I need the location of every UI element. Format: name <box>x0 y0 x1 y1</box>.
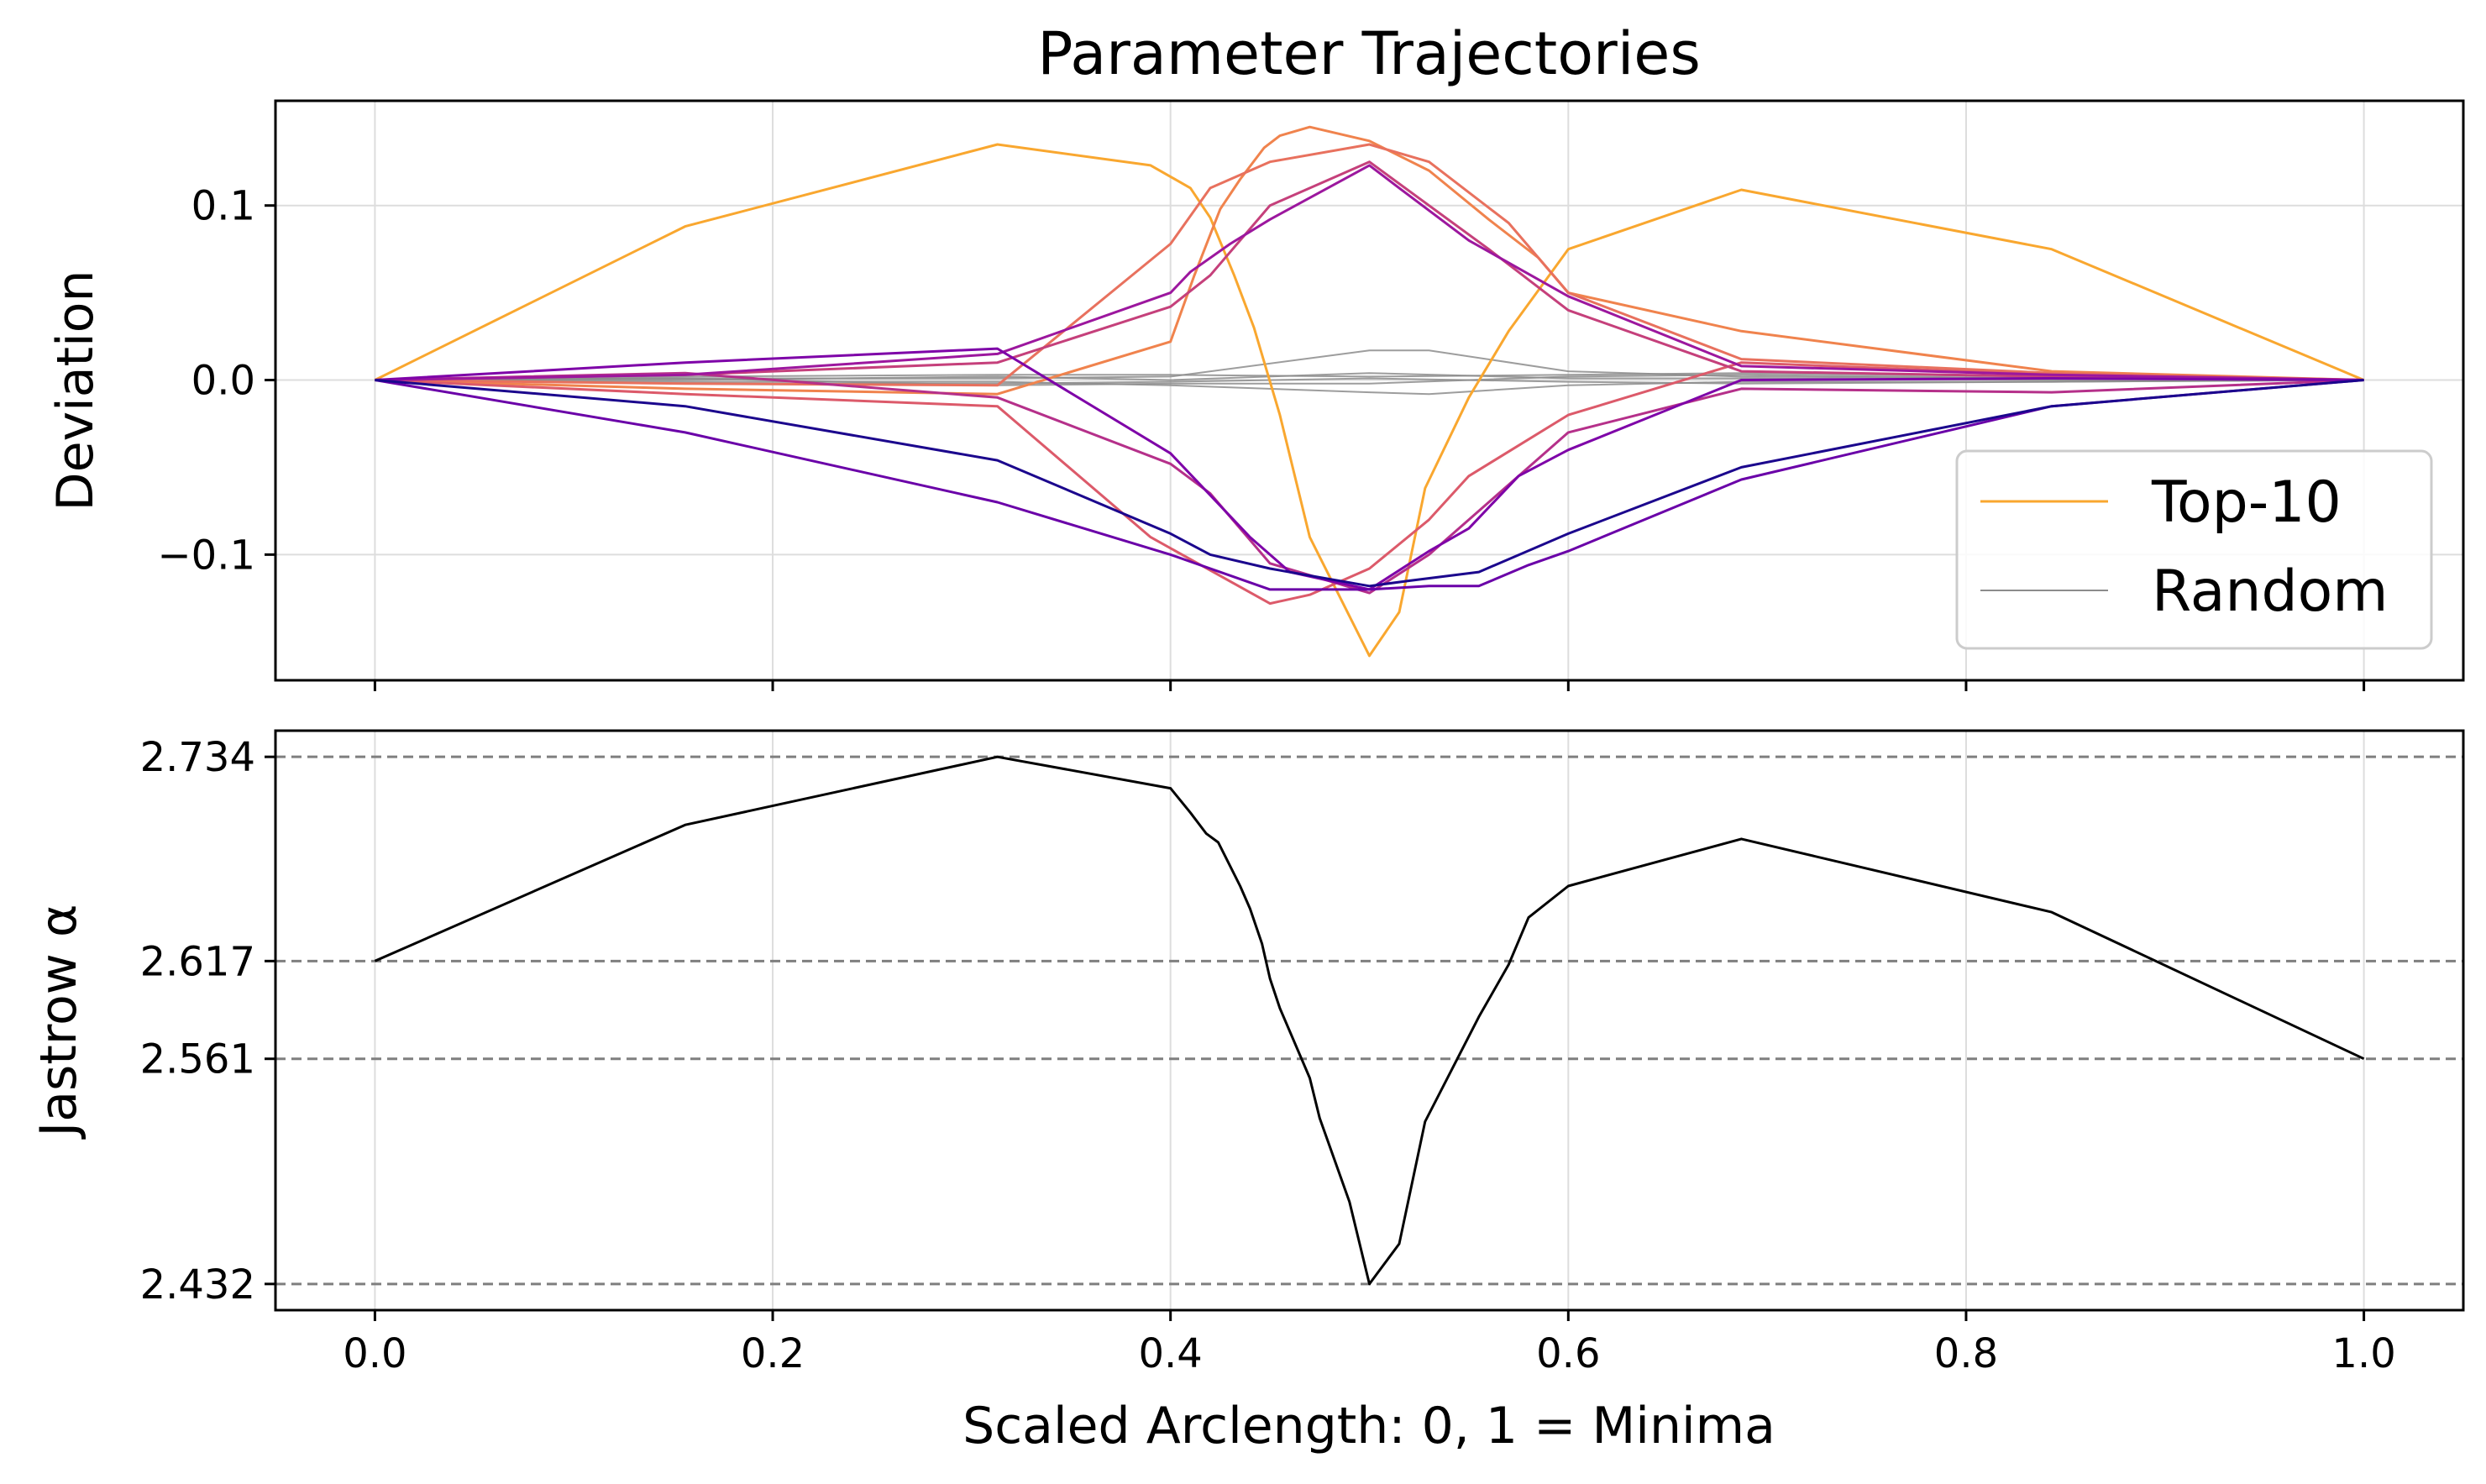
top-series-line-top-10 <box>375 371 2364 595</box>
chart-title: Parameter Trajectories <box>1037 19 1701 88</box>
bottom-y-tick-labels: 2.432 2.561 2.617 2.734 <box>140 734 255 1308</box>
x-tick-label: 1.0 <box>2331 1330 2395 1377</box>
bottom-y-axis-label: Jastrow α <box>29 904 88 1140</box>
top-series-line-top-10 <box>375 125 2364 396</box>
top-plot-frame <box>274 99 2465 682</box>
bottom-y-tick-label: 2.734 <box>140 734 255 781</box>
top-y-tick-label: 0.1 <box>191 183 255 230</box>
bottom-y-tick-label: 2.561 <box>140 1036 255 1083</box>
top-y-tick-label: −0.1 <box>157 532 255 579</box>
bottom-series-line-jastrow-alpha <box>374 755 2365 1286</box>
top-y-axis-label: Deviation <box>46 270 105 511</box>
bottom-y-tick-label: 2.432 <box>140 1261 255 1308</box>
x-tick-label: 0.0 <box>343 1330 406 1377</box>
top-ticks <box>265 204 2366 691</box>
x-tick-label: 0.8 <box>1934 1330 1998 1377</box>
legend: Top-10 Random <box>1955 449 2433 650</box>
bottom-y-tick-label: 2.617 <box>140 938 255 985</box>
bottom-ticks <box>265 755 2366 1321</box>
top-series-line-top-10 <box>375 379 2364 591</box>
x-tick-label: 0.6 <box>1536 1330 1600 1377</box>
x-tick-label: 0.2 <box>741 1330 805 1377</box>
top-series-line-top-10 <box>375 379 2364 588</box>
x-axis-label: Scaled Arclength: 0, 1 = Minima <box>962 1397 1775 1455</box>
top-series-line-top-10 <box>374 143 2365 658</box>
bottom-series-group <box>374 755 2365 1286</box>
bottom-gridlines <box>374 731 2365 1310</box>
x-tick-label: 0.4 <box>1139 1330 1203 1377</box>
top-series-line-top-10 <box>375 164 2364 381</box>
top-series-line-top-10 <box>375 160 2364 381</box>
top-y-tick-label: 0.0 <box>191 358 255 405</box>
top-series-line-top-10 <box>375 143 2364 387</box>
bottom-x-tick-labels: 0.0 0.2 0.4 0.6 0.8 1.0 <box>343 1330 2396 1377</box>
legend-label-top10: Top-10 <box>2151 469 2342 536</box>
top-series-group <box>374 125 2365 658</box>
legend-label-random: Random <box>2152 558 2389 625</box>
top-y-tick-labels: −0.1 0.0 0.1 <box>157 183 255 579</box>
bottom-plot-frame <box>274 729 2465 1312</box>
top-panel: −0.1 0.0 0.1 Deviation Top-10 Random <box>46 99 2465 691</box>
top-series-line-top-10 <box>375 361 2364 606</box>
